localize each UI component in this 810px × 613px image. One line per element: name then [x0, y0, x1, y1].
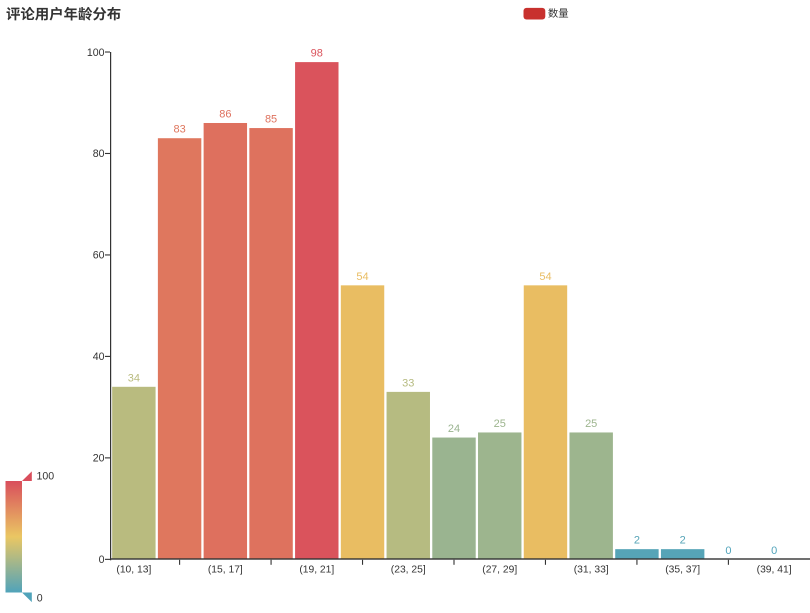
svg-text:(31, 33]: (31, 33]: [574, 565, 609, 576]
svg-text:100: 100: [87, 47, 105, 59]
svg-text:2: 2: [680, 535, 686, 547]
svg-text:60: 60: [93, 250, 105, 262]
svg-text:(15, 17]: (15, 17]: [208, 565, 243, 576]
svg-text:(35, 37]: (35, 37]: [665, 565, 700, 576]
svg-text:33: 33: [402, 377, 414, 389]
svg-text:(10, 13]: (10, 13]: [116, 565, 151, 576]
svg-text:20: 20: [93, 453, 105, 465]
svg-text:0: 0: [771, 545, 777, 557]
svg-text:(27, 29]: (27, 29]: [482, 565, 517, 576]
svg-text:54: 54: [356, 271, 368, 283]
svg-text:80: 80: [93, 148, 105, 160]
svg-text:25: 25: [494, 418, 506, 430]
svg-text:100: 100: [37, 470, 55, 482]
svg-text:25: 25: [585, 418, 597, 430]
svg-text:(23, 25]: (23, 25]: [391, 565, 426, 576]
svg-text:0: 0: [725, 545, 731, 557]
svg-text:34: 34: [128, 372, 140, 384]
svg-text:(39, 41]: (39, 41]: [757, 565, 792, 576]
svg-text:0: 0: [99, 554, 105, 566]
svg-text:85: 85: [265, 114, 277, 126]
svg-text:54: 54: [539, 271, 551, 283]
svg-text:83: 83: [173, 124, 185, 136]
svg-text:2: 2: [634, 535, 640, 547]
svg-text:40: 40: [93, 351, 105, 363]
svg-text:(19, 21]: (19, 21]: [299, 565, 334, 576]
svg-text:24: 24: [448, 423, 460, 435]
svg-text:86: 86: [219, 108, 231, 120]
svg-text:0: 0: [37, 592, 43, 604]
svg-text:98: 98: [311, 48, 323, 60]
